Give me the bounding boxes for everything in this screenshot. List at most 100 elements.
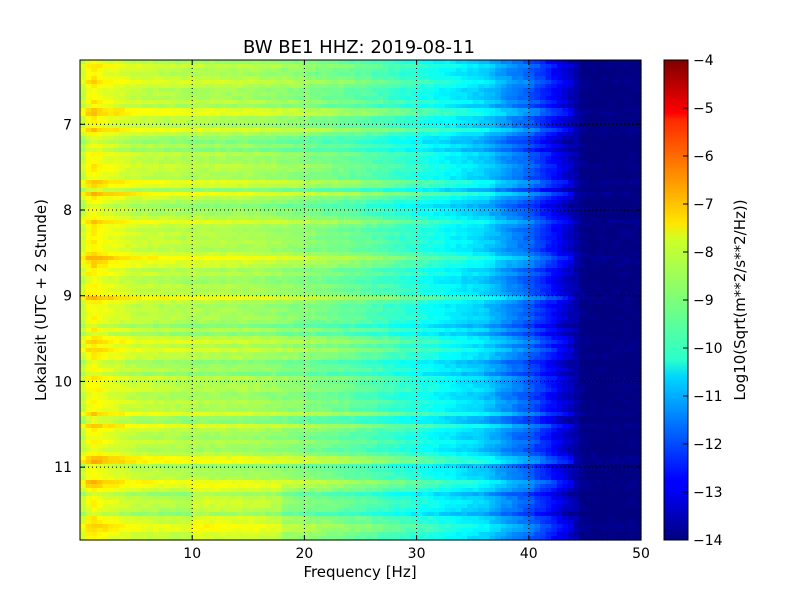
- heatmap-cell: [624, 140, 631, 145]
- heatmap-cell: [332, 72, 339, 77]
- heatmap-cell: [416, 156, 423, 161]
- heatmap-cell: [253, 140, 261, 145]
- heatmap-cell: [231, 124, 238, 129]
- heatmap-cell: [635, 124, 642, 129]
- heatmap-cell: [220, 204, 227, 209]
- heatmap-cell: [158, 160, 165, 165]
- heatmap-cell: [618, 124, 625, 129]
- heatmap-cell: [534, 116, 541, 121]
- heatmap-cell: [450, 240, 457, 245]
- heatmap-cell: [119, 76, 126, 81]
- heatmap-cell: [523, 168, 530, 173]
- heatmap-cell: [113, 120, 120, 125]
- heatmap-cell: [91, 72, 98, 77]
- heatmap-cell: [265, 112, 272, 117]
- heatmap-cell: [467, 168, 474, 173]
- heatmap-cell: [209, 144, 216, 149]
- heatmap-cell: [573, 80, 580, 85]
- heatmap-cell: [85, 168, 92, 173]
- heatmap-cell: [259, 156, 266, 161]
- heatmap-row: [80, 224, 642, 229]
- heatmap-cell: [304, 108, 311, 113]
- heatmap-cell: [444, 140, 451, 145]
- heatmap-cell: [489, 176, 496, 181]
- heatmap-cell: [607, 204, 614, 209]
- heatmap-cell: [607, 124, 614, 129]
- heatmap-cell: [444, 208, 451, 213]
- heatmap-cell: [618, 168, 625, 173]
- heatmap-cell: [399, 192, 406, 197]
- heatmap-cell: [248, 60, 255, 65]
- heatmap-cell: [635, 76, 642, 81]
- heatmap-cell: [192, 240, 199, 245]
- heatmap-cell: [124, 240, 132, 245]
- heatmap-cell: [225, 72, 233, 77]
- heatmap-cell: [276, 108, 283, 113]
- heatmap-cell: [242, 68, 249, 73]
- heatmap-cell: [629, 228, 636, 233]
- heatmap-cell: [540, 128, 547, 133]
- heatmap-cell: [388, 108, 395, 113]
- heatmap-cell: [371, 244, 378, 249]
- heatmap-cell: [214, 256, 221, 261]
- heatmap-cell: [321, 92, 328, 97]
- heatmap-cell: [433, 84, 440, 89]
- heatmap-cell: [607, 236, 614, 241]
- heatmap-cell: [579, 116, 586, 121]
- heatmap-cell: [192, 216, 199, 221]
- heatmap-cell: [96, 216, 104, 221]
- heatmap-cell: [169, 224, 176, 229]
- heatmap-row: [80, 160, 642, 165]
- heatmap-cell: [506, 116, 513, 121]
- heatmap-cell: [540, 200, 547, 205]
- heatmap-cell: [511, 144, 519, 149]
- heatmap-cell: [113, 92, 120, 97]
- heatmap-cell: [253, 204, 261, 209]
- heatmap-cell: [540, 208, 547, 213]
- heatmap-cell: [579, 232, 586, 237]
- heatmap-cell: [136, 204, 143, 209]
- heatmap-cell: [242, 212, 249, 217]
- heatmap-cell: [399, 64, 406, 69]
- heatmap-cell: [108, 236, 115, 241]
- heatmap-cell: [483, 108, 491, 113]
- heatmap-cell: [579, 160, 586, 165]
- heatmap-cell: [310, 108, 317, 113]
- heatmap-cell: [209, 224, 216, 229]
- heatmap-cell: [287, 220, 294, 225]
- heatmap-cell: [382, 236, 390, 241]
- heatmap-cell: [326, 212, 334, 217]
- heatmap-cell: [483, 168, 491, 173]
- heatmap-cell: [136, 160, 143, 165]
- heatmap-cell: [124, 108, 132, 113]
- heatmap-cell: [119, 144, 126, 149]
- heatmap-cell: [618, 220, 625, 225]
- heatmap-cell: [169, 128, 176, 133]
- heatmap-cell: [528, 240, 536, 245]
- heatmap-cell: [147, 248, 154, 253]
- heatmap-cell: [523, 192, 530, 197]
- heatmap-cell: [450, 128, 457, 133]
- heatmap-cell: [394, 124, 401, 129]
- heatmap-cell: [113, 88, 120, 93]
- heatmap-cell: [180, 116, 188, 121]
- heatmap-cell: [298, 180, 305, 185]
- heatmap-cell: [405, 244, 412, 249]
- heatmap-cell: [349, 160, 356, 165]
- heatmap-cell: [607, 152, 614, 157]
- heatmap-cell: [169, 156, 176, 161]
- heatmap-cell: [405, 156, 412, 161]
- heatmap-cell: [540, 176, 547, 181]
- heatmap-cell: [248, 156, 255, 161]
- heatmap-cell: [472, 176, 479, 181]
- heatmap-row: [80, 196, 642, 201]
- heatmap-cell: [545, 136, 552, 141]
- heatmap-cell: [186, 244, 193, 249]
- heatmap-cell: [584, 176, 592, 181]
- heatmap-cell: [304, 152, 311, 157]
- heatmap-cell: [338, 236, 345, 241]
- heatmap-cell: [96, 156, 104, 161]
- heatmap-cell: [270, 240, 277, 245]
- heatmap-cell: [259, 132, 266, 137]
- heatmap-cell: [136, 128, 143, 133]
